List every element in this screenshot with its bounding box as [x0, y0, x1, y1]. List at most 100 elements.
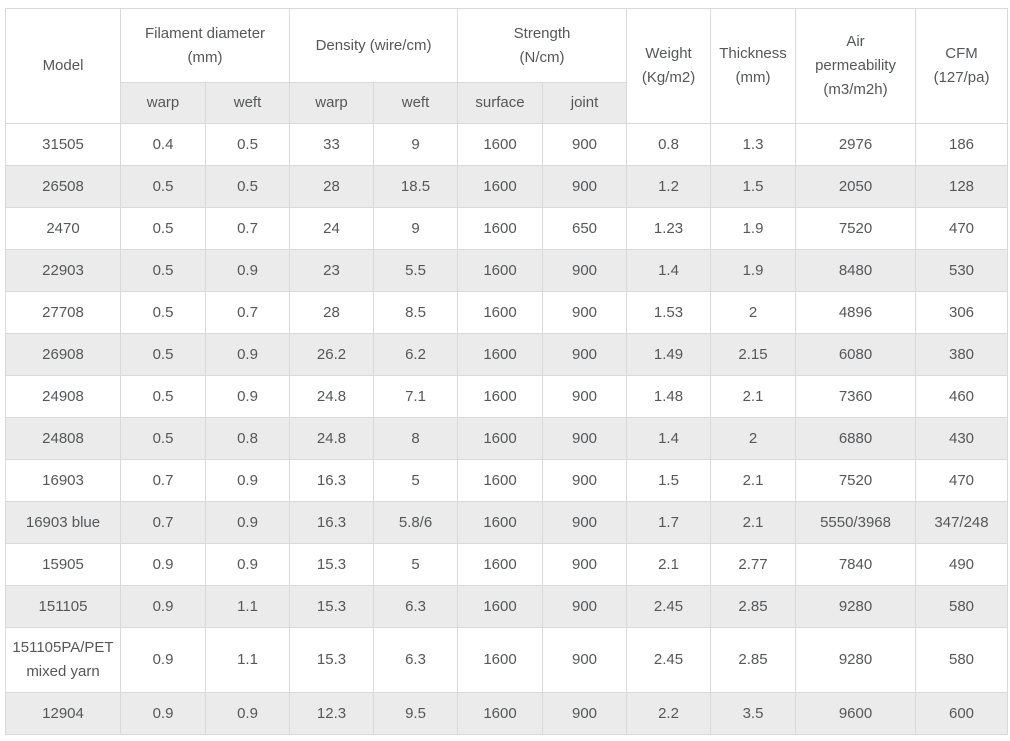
col-header-weight: Weight (Kg/m2)	[626, 8, 712, 124]
cfm-cell: 430	[915, 417, 1009, 460]
air-permeability-cell: 7520	[795, 207, 917, 250]
density-warp-cell: 24	[289, 207, 375, 250]
air-permeability-cell: 7520	[795, 459, 917, 502]
col-header-strength: Strength (N/cm)	[457, 8, 628, 83]
air-permeability-cell: 6880	[795, 417, 917, 460]
weight-cell: 1.2	[626, 165, 712, 208]
filament-warp-cell: 0.5	[120, 417, 206, 460]
strength-joint-cell: 650	[542, 207, 628, 250]
model-cell: 22903	[5, 249, 121, 292]
cfm-cell: 470	[915, 459, 1009, 502]
strength-joint-cell: 900	[542, 249, 628, 292]
strength-surface-cell: 1600	[457, 375, 544, 418]
table-row: 16903 blue 0.7 0.9 16.3 5.8/6 1600 900 1.7 2.1 55…	[5, 501, 1009, 544]
thickness-cell: 2.1	[710, 375, 797, 418]
model-cell: 26908	[5, 333, 121, 376]
weight-cell: 1.4	[626, 417, 712, 460]
filament-warp-cell: 0.9	[120, 692, 206, 735]
thickness-cell: 1.9	[710, 249, 797, 292]
filament-warp-cell: 0.7	[120, 501, 206, 544]
air-permeability-cell: 7360	[795, 375, 917, 418]
model-cell: 27708	[5, 291, 121, 334]
table-row: 26508 0.5 0.5 28 18.5 1600 900 1.2 1.5 2050 128	[5, 165, 1009, 208]
density-weft-cell: 5.8/6	[373, 501, 459, 544]
weight-cell: 0.8	[626, 123, 712, 166]
table-row: 22903 0.5 0.9 23 5.5 1600 900 1.4 1.9 8480 530	[5, 249, 1009, 292]
table-row: 24908 0.5 0.9 24.8 7.1 1600 900 1.48 2.1 7360 460	[5, 375, 1009, 418]
table-row: 12904 0.9 0.9 12.3 9.5 1600 900 2.2 3.5 9600 600	[5, 692, 1009, 735]
filament-weft-cell: 0.9	[204, 692, 291, 735]
density-weft-cell: 6.3	[373, 585, 459, 628]
table-body: 31505 0.4 0.5 33 9 1600 900 0.8 1.3 2976 186 26508 0…	[5, 123, 1009, 735]
filament-weft-cell: 0.5	[204, 165, 291, 208]
density-weft-cell: 5	[373, 459, 459, 502]
filament-weft-cell: 0.9	[204, 459, 291, 502]
weight-cell: 1.53	[626, 291, 712, 334]
air-permeability-cell: 7840	[795, 543, 917, 586]
filament-weft-cell: 1.1	[204, 585, 291, 628]
strength-surface-cell: 1600	[457, 291, 544, 334]
weight-cell: 1.7	[626, 501, 712, 544]
strength-surface-cell: 1600	[457, 501, 544, 544]
subheader-strength-joint: joint	[542, 82, 628, 124]
filament-warp-cell: 0.9	[120, 627, 206, 693]
strength-joint-cell: 900	[542, 333, 628, 376]
thickness-cell: 1.3	[710, 123, 797, 166]
weight-cell: 1.23	[626, 207, 712, 250]
air-permeability-cell: 2976	[795, 123, 917, 166]
model-cell: 151105PA/PET mixed yarn	[5, 627, 121, 693]
density-weft-cell: 6.3	[373, 627, 459, 693]
filament-weft-cell: 0.9	[204, 501, 291, 544]
cfm-cell: 186	[915, 123, 1009, 166]
density-warp-cell: 28	[289, 291, 375, 334]
col-header-density: Density (wire/cm)	[289, 8, 459, 83]
air-permeability-cell: 5550/3968	[795, 501, 917, 544]
cfm-cell: 600	[915, 692, 1009, 735]
thickness-cell: 3.5	[710, 692, 797, 735]
thickness-cell: 1.5	[710, 165, 797, 208]
cfm-cell: 347/248	[915, 501, 1009, 544]
weight-cell: 2.2	[626, 692, 712, 735]
density-warp-cell: 15.3	[289, 627, 375, 693]
density-weft-cell: 9	[373, 123, 459, 166]
filament-warp-cell: 0.5	[120, 333, 206, 376]
cfm-cell: 530	[915, 249, 1009, 292]
table-row: 151105 0.9 1.1 15.3 6.3 1600 900 2.45 2.85 9280 58…	[5, 585, 1009, 628]
col-header-model: Model	[5, 8, 121, 124]
table-row: 151105PA/PET mixed yarn 0.9 1.1 15.3 6.3 1600…	[5, 627, 1009, 693]
weight-cell: 1.49	[626, 333, 712, 376]
density-warp-cell: 23	[289, 249, 375, 292]
model-cell: 12904	[5, 692, 121, 735]
strength-surface-cell: 1600	[457, 692, 544, 735]
density-weft-cell: 7.1	[373, 375, 459, 418]
strength-joint-cell: 900	[542, 585, 628, 628]
thickness-cell: 2	[710, 417, 797, 460]
model-cell: 24808	[5, 417, 121, 460]
col-header-filament-diameter: Filament diameter (mm)	[119, 8, 291, 83]
filament-weft-cell: 0.9	[204, 249, 291, 292]
header-row-top: Model Filament diameter (mm) Density (wi…	[5, 8, 1009, 124]
weight-cell: 2.1	[626, 543, 712, 586]
strength-joint-cell: 900	[542, 627, 628, 693]
table-row: 16903 0.7 0.9 16.3 5 1600 900 1.5 2.1 7520 470	[5, 459, 1009, 502]
strength-joint-cell: 900	[542, 692, 628, 735]
model-cell: 16903	[5, 459, 121, 502]
subheader-filament-weft: weft	[204, 82, 291, 124]
subheader-density-weft: weft	[373, 82, 459, 124]
weight-cell: 2.45	[626, 585, 712, 628]
filament-warp-cell: 0.5	[120, 375, 206, 418]
weight-cell: 2.45	[626, 627, 712, 693]
density-warp-cell: 33	[289, 123, 375, 166]
filament-warp-cell: 0.9	[120, 585, 206, 628]
filament-weft-cell: 0.9	[204, 375, 291, 418]
air-permeability-cell: 4896	[795, 291, 917, 334]
strength-joint-cell: 900	[542, 291, 628, 334]
model-cell: 15905	[5, 543, 121, 586]
filament-weft-cell: 1.1	[204, 627, 291, 693]
table-row: 15905 0.9 0.9 15.3 5 1600 900 2.1 2.77 7840 490	[5, 543, 1009, 586]
model-cell: 26508	[5, 165, 121, 208]
density-weft-cell: 9.5	[373, 692, 459, 735]
density-warp-cell: 24.8	[289, 375, 375, 418]
thickness-cell: 2.85	[710, 585, 797, 628]
air-permeability-cell: 9600	[795, 692, 917, 735]
